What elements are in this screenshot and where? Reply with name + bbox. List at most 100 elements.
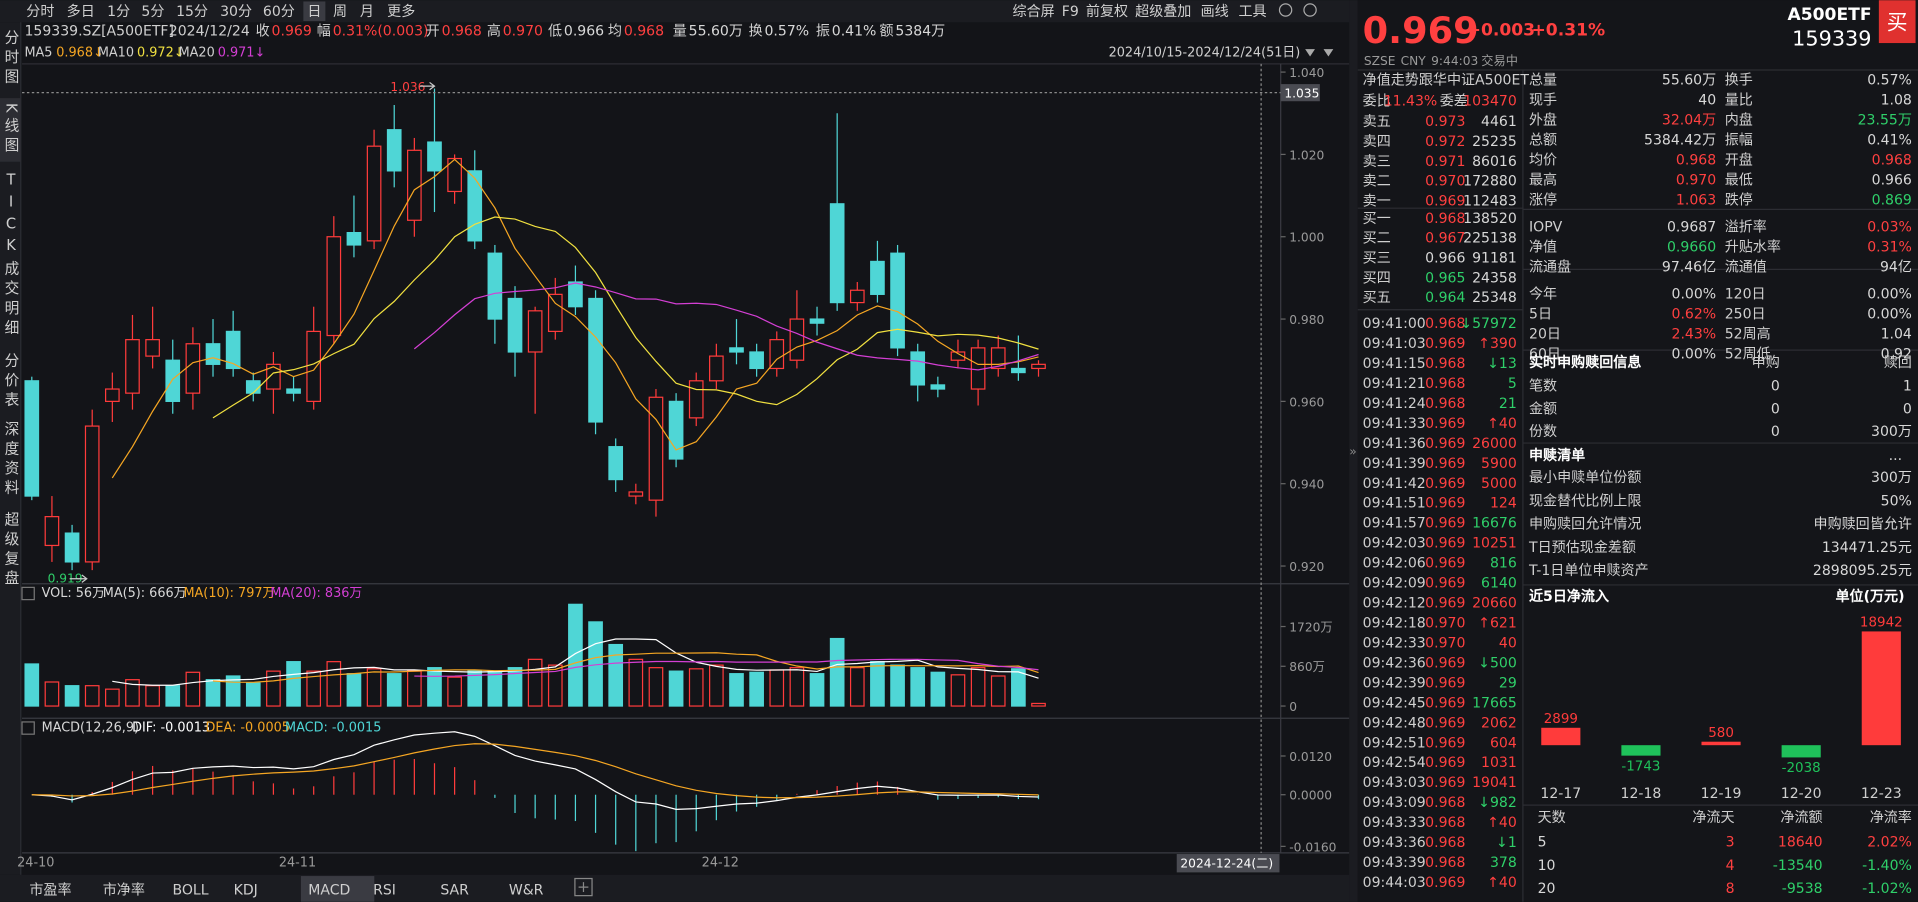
level-volume: 172880	[1463, 174, 1517, 190]
candle-body	[608, 446, 624, 481]
tick-price: 0.969	[1425, 516, 1465, 532]
indicator-tab[interactable]: 市净率	[103, 881, 145, 898]
volume-bar	[990, 675, 1006, 707]
expand-icon[interactable]: »	[1349, 444, 1356, 458]
tick-volume: 2062	[1481, 715, 1517, 731]
stat-value: 55.60万	[1662, 73, 1716, 89]
candle-body	[809, 318, 825, 324]
period-tab[interactable]: 60分	[263, 4, 295, 20]
help-icon[interactable]	[21, 721, 35, 735]
ma-label: MA10	[98, 46, 134, 61]
more-link[interactable]: ...	[1889, 448, 1902, 464]
period-tab[interactable]: 更多	[387, 3, 415, 20]
stat-value: 40	[1698, 93, 1716, 109]
toolbar-bg	[0, 0, 1350, 23]
level-volume: 25348	[1472, 290, 1517, 306]
volume-bar	[507, 667, 523, 707]
side-tab[interactable]: 成交明细	[3, 261, 20, 339]
range-icons[interactable]	[1305, 49, 1334, 57]
candle-body	[44, 516, 60, 547]
date-range: 2024/10/15-2024/12/24(51日)	[1109, 46, 1301, 61]
tick-volume: 124	[1490, 496, 1517, 512]
stat-label: 均价	[1529, 152, 1557, 168]
volume-bar	[386, 673, 402, 707]
period-tab[interactable]: 月	[360, 4, 374, 20]
tick-price: 0.969	[1425, 576, 1465, 592]
period-tab[interactable]: 15分	[176, 4, 208, 20]
candle-body	[427, 141, 442, 172]
side-tab[interactable]: 超级复盘	[3, 511, 20, 589]
period-tab[interactable]: 多日	[67, 3, 95, 20]
tick-time: 09:42:12	[1363, 596, 1426, 612]
tick-price: 0.969	[1425, 735, 1465, 751]
macd-legend: MACD: -0.0015	[285, 721, 381, 736]
level-label: 卖二	[1363, 174, 1391, 190]
tool-button[interactable]: 工具	[1239, 4, 1267, 20]
level-price: 0.972	[1425, 134, 1465, 150]
side-tab[interactable]: K线图	[3, 103, 20, 157]
row-label: 份数	[1529, 424, 1557, 440]
indicator-tab[interactable]: 市盈率	[29, 881, 71, 898]
indicator-tab[interactable]: W&R	[509, 882, 544, 898]
indicator-tab[interactable]: SAR	[440, 882, 469, 898]
tool-button[interactable]: 超级叠加	[1135, 4, 1191, 20]
tick-time: 09:42:09	[1363, 576, 1426, 592]
stat-value: 0.968	[1676, 152, 1716, 168]
level-label: 买二	[1363, 231, 1391, 247]
candle-body	[648, 396, 664, 501]
vol-legend: MA(5): 666万	[103, 586, 187, 601]
field-value: 55.60万	[689, 24, 743, 40]
level-label: 买三	[1363, 251, 1391, 267]
nav-link[interactable]: 净值走势跟华中证A500ET	[1363, 73, 1530, 89]
macd-legend: MACD(12,26,9)	[42, 721, 139, 736]
tick-volume: ↓1	[1496, 835, 1517, 851]
period-tab[interactable]: 1分	[107, 4, 130, 20]
splitter[interactable]	[1349, 0, 1358, 902]
buy-label[interactable]: 买	[1887, 11, 1908, 35]
level-price: 0.968	[1425, 211, 1465, 227]
tick-volume: 604	[1490, 735, 1517, 751]
indicator-tab[interactable]: KDJ	[234, 882, 258, 898]
ma-label: MA5	[24, 46, 52, 61]
help-icon[interactable]	[21, 586, 35, 601]
indicator-tab[interactable]: BOLL	[172, 882, 208, 898]
tick-volume: 26000	[1472, 436, 1517, 452]
flow-category: 12-20	[1781, 786, 1822, 802]
indicator-tab[interactable]: RSI	[373, 882, 396, 898]
add-tab[interactable]	[574, 877, 593, 897]
stat-value: 1.063	[1676, 192, 1716, 208]
side-tab[interactable]: 分时图	[3, 30, 20, 89]
period-tab[interactable]: 周	[333, 4, 347, 20]
candle-body	[185, 343, 201, 394]
settings-icon[interactable]	[1278, 3, 1293, 17]
table-cell: 4	[1726, 858, 1735, 874]
stat-label: 换手	[1725, 72, 1753, 89]
add-tab-icon[interactable]	[578, 882, 589, 892]
tool-button[interactable]: 综合屏	[1013, 4, 1055, 20]
level-label: 卖四	[1363, 134, 1391, 150]
side-tab[interactable]: 深度资料	[3, 421, 20, 499]
y-tick-label: -0.0160	[1289, 840, 1336, 854]
help-icon[interactable]	[1303, 3, 1317, 17]
period-tab[interactable]: 分时	[26, 4, 54, 20]
indicator-tab[interactable]: MACD	[308, 882, 350, 898]
tick-time: 09:43:36	[1363, 835, 1426, 851]
active-tab-bg	[0, 98, 21, 162]
tool-button[interactable]: 前复权	[1086, 3, 1128, 20]
level-price: 0.970	[1425, 174, 1465, 190]
field-label: 换	[749, 23, 763, 40]
side-tab[interactable]: 分价表	[3, 352, 20, 411]
period-tab[interactable]: 日	[307, 4, 321, 20]
flow-value-label: -2038	[1782, 761, 1821, 776]
row-value: 0	[1771, 401, 1780, 417]
tool-button[interactable]: 画线	[1201, 4, 1229, 20]
tool-button[interactable]: F9	[1062, 4, 1079, 20]
buy-button[interactable]	[1878, 0, 1916, 44]
volume-bar	[487, 670, 503, 707]
period-tab[interactable]: 5分	[141, 4, 164, 20]
stat-label: 外盘	[1529, 112, 1557, 129]
period-tab[interactable]: 30分	[220, 4, 252, 20]
side-tab[interactable]: TICK	[3, 171, 20, 259]
row-label: 最小申赎单位份额	[1529, 469, 1641, 486]
stat-value: 1.08	[1881, 93, 1912, 109]
